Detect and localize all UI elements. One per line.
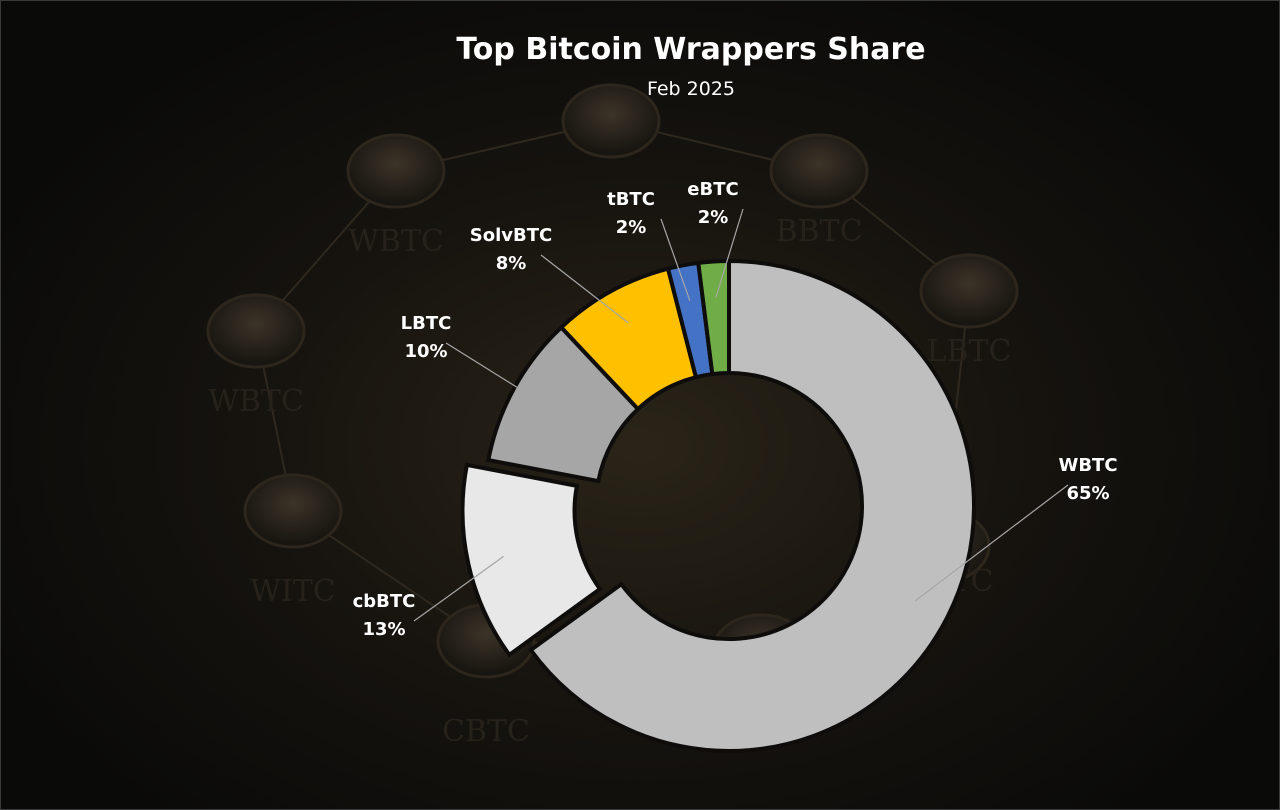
- data-label-name: cbBTC: [353, 591, 416, 612]
- coin-icon: [561, 83, 661, 159]
- data-label-value: 13%: [362, 619, 405, 640]
- coin-icon: [769, 133, 869, 209]
- data-labels: WBTC 65% cbBTC 13% LBTC 10% SolvBTC 8% tBTC 2% eBT…: [353, 179, 1118, 640]
- background-coin-label: CBTC: [442, 714, 530, 749]
- background-coins: WBTCBBTCLBTCWBTCWITCCBTCLBTCBTC: [206, 83, 1019, 749]
- background-coin-label: BBTC: [775, 214, 862, 249]
- slice-cbbtc: [460, 462, 603, 658]
- background-coin-label: WBTC: [348, 224, 444, 259]
- leader-lines: [413, 208, 1069, 622]
- coin-icon: [346, 133, 446, 209]
- data-label-name: SolvBTC: [470, 225, 552, 246]
- coin-icon: [206, 293, 306, 369]
- leader-line: [660, 218, 691, 301]
- slice-wbtc: [527, 258, 976, 753]
- background-coin-label: LBTC: [927, 334, 1012, 369]
- data-label-name: WBTC: [1058, 455, 1117, 476]
- leader-line: [413, 555, 504, 622]
- chart-subtitle: Feb 2025: [647, 78, 735, 100]
- data-label-name: eBTC: [687, 179, 738, 200]
- data-label-value: 65%: [1066, 483, 1109, 504]
- coin-icon: [919, 253, 1019, 329]
- background-coin-label: WITC: [250, 574, 336, 609]
- coin-icon: [243, 473, 343, 549]
- slices: [460, 258, 976, 753]
- leader-line: [715, 208, 744, 298]
- slice-ebtc: [696, 258, 731, 377]
- data-label-value: 2%: [698, 207, 729, 228]
- data-label-value: 2%: [616, 217, 647, 238]
- data-label-value: 8%: [496, 253, 527, 274]
- leader-line: [445, 342, 547, 406]
- leader-line: [540, 254, 629, 324]
- data-label-value: 10%: [404, 341, 447, 362]
- chart-title: Top Bitcoin Wrappers Share: [456, 32, 925, 67]
- data-label-name: tBTC: [607, 189, 655, 210]
- leader-line: [914, 484, 1069, 602]
- background-coin-label: WBTC: [208, 384, 304, 419]
- data-label-name: LBTC: [401, 313, 452, 334]
